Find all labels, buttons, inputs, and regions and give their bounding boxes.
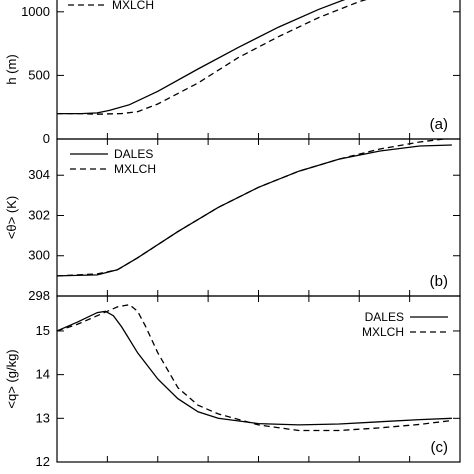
y-tick-label: 1000 [21,4,50,19]
series-mxlch [57,304,452,432]
legend-label-dales: DALES [365,310,404,324]
y-tick-label: 13 [36,410,50,425]
y-axis-label: h (m) [4,54,19,84]
y-tick-label: 12 [36,454,50,469]
y-tick-label: 500 [28,67,50,82]
y-tick-label: 300 [28,248,50,263]
series-mxlch [57,0,367,115]
panel-label: (b) [430,273,448,290]
panel-label: (c) [431,439,449,456]
legend-label-mxlch: MXLCH [362,325,404,339]
y-tick-label: 304 [28,167,50,182]
series-dales [57,0,346,115]
panel-1: 0 500 1000 h (m) (a) MXLCH [4,0,461,146]
y-tick-label: 298 [28,288,50,303]
y-tick-label: 302 [28,207,50,222]
legend-label-dales: DALES [114,147,153,161]
legend-label-mxlch: MXLCH [114,162,156,176]
y-tick-label: 14 [36,367,50,382]
y-tick-label: 0 [43,131,50,146]
series-dales [57,310,452,426]
y-axis-label: <q> (g/kg) [4,349,19,408]
y-tick-label: 15 [36,323,50,338]
panel-frame [56,0,461,140]
panel-label: (a) [430,116,448,133]
series-mxlch [57,139,450,277]
y-axis-label: <θ> (K) [4,196,19,239]
legend-label-mxlch: MXLCH [112,0,154,12]
